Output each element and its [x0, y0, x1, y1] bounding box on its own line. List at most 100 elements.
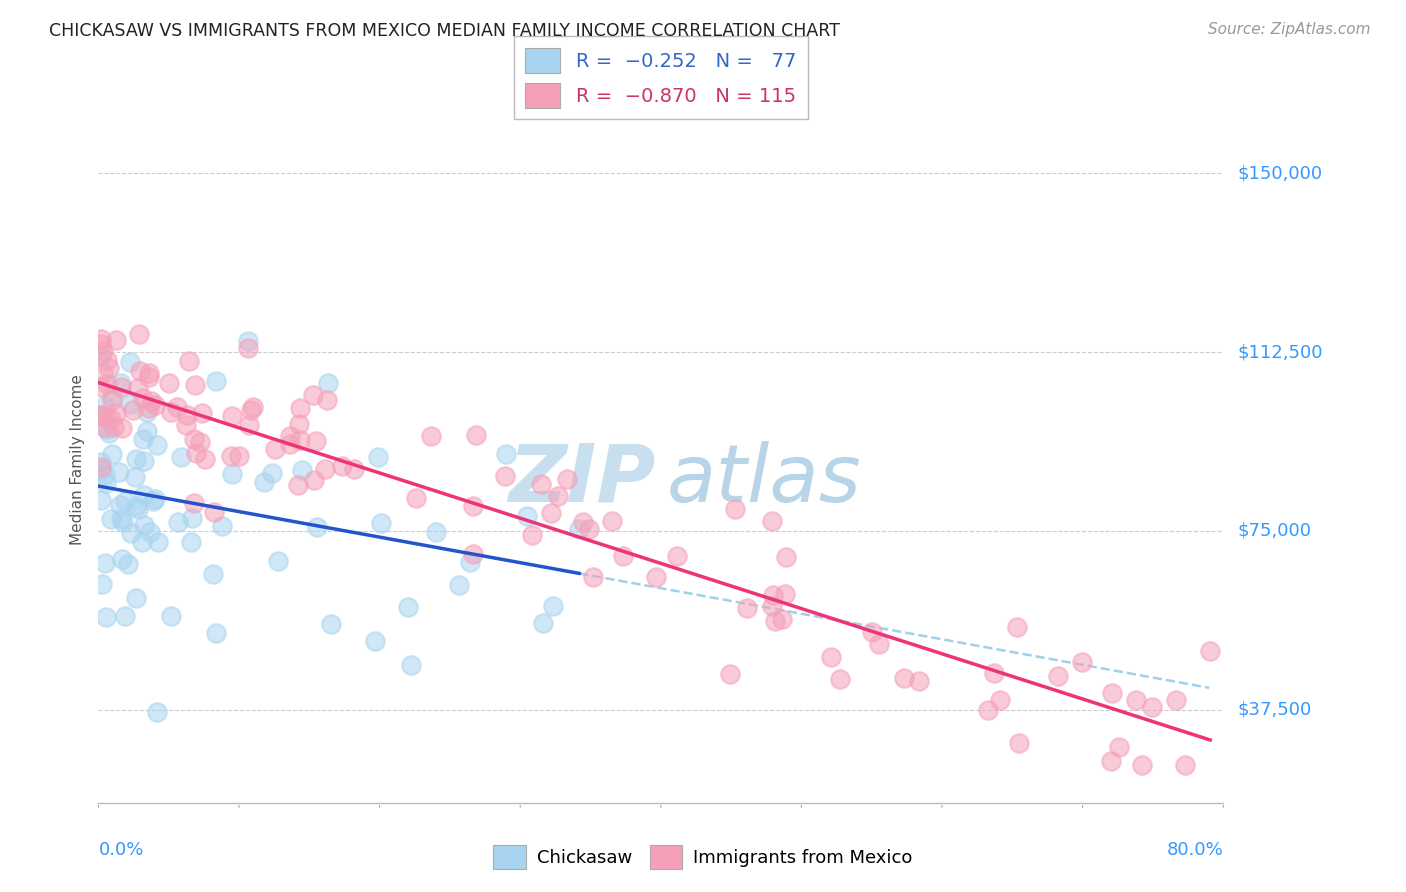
Point [398, 599, 420, 614]
Point [90, 336, 112, 351]
Point [465, 428, 488, 442]
Point [1047, 668, 1070, 682]
Point [90, 408, 112, 422]
Point [718, 667, 741, 681]
Point [267, 554, 290, 568]
Point [94, 556, 117, 570]
Point [1101, 755, 1123, 769]
Point [101, 389, 124, 403]
Point [141, 394, 163, 409]
Point [330, 459, 353, 474]
Point [176, 408, 198, 422]
Point [103, 420, 125, 434]
Point [94, 399, 117, 413]
Point [494, 469, 516, 483]
Point [773, 587, 796, 601]
Point [305, 520, 328, 534]
Point [107, 465, 129, 479]
Point [184, 446, 207, 460]
Point [180, 534, 202, 549]
Point [138, 370, 160, 384]
Point [612, 549, 634, 563]
Point [127, 381, 149, 395]
Point [572, 516, 595, 530]
Point [723, 502, 745, 516]
Point [205, 374, 228, 388]
Point [983, 666, 1005, 681]
Point [240, 403, 263, 417]
Point [91, 576, 114, 591]
Point [101, 447, 124, 461]
Point [111, 421, 134, 435]
Point [125, 591, 148, 605]
Point [98, 361, 121, 376]
Point [238, 341, 260, 355]
Point [180, 511, 202, 525]
Point [516, 509, 538, 524]
Point [202, 505, 225, 519]
Point [111, 515, 134, 529]
Point [136, 405, 159, 419]
Point [134, 454, 156, 468]
Point [184, 377, 207, 392]
Point [990, 693, 1012, 707]
Point [1130, 757, 1153, 772]
Point [91, 463, 114, 477]
Point [211, 519, 233, 533]
Point [91, 366, 114, 380]
Point [100, 411, 122, 425]
Text: Source: ZipAtlas.com: Source: ZipAtlas.com [1208, 22, 1371, 37]
Point [221, 409, 243, 423]
Text: 0.0%: 0.0% [98, 840, 143, 859]
Point [541, 599, 564, 613]
Point [90, 380, 112, 394]
Point [120, 355, 142, 369]
Point [135, 424, 157, 438]
Point [461, 547, 484, 561]
Point [183, 496, 205, 510]
Point [166, 401, 188, 415]
Point [1005, 620, 1028, 634]
Point [665, 549, 688, 563]
Point [166, 516, 188, 530]
Point [110, 380, 132, 394]
Point [188, 434, 211, 449]
Point [1070, 655, 1092, 669]
Point [236, 334, 259, 348]
Point [132, 488, 155, 502]
Point [762, 588, 785, 602]
Point [278, 429, 301, 443]
Point [90, 348, 112, 362]
Point [90, 459, 112, 474]
Point [495, 447, 517, 461]
Point [110, 376, 132, 391]
Point [302, 474, 325, 488]
Point [204, 625, 226, 640]
Point [868, 637, 890, 651]
Point [1101, 686, 1123, 700]
Point [1108, 740, 1130, 755]
Point [100, 511, 122, 525]
Point [264, 442, 287, 456]
Point [93, 420, 115, 434]
Text: ZIP: ZIP [508, 441, 655, 519]
Point [129, 364, 152, 378]
Text: 80.0%: 80.0% [1167, 840, 1223, 859]
Point [291, 463, 314, 477]
Point [533, 615, 555, 630]
Point [94, 467, 117, 482]
Point [120, 397, 142, 411]
Point [1140, 699, 1163, 714]
Point [600, 514, 623, 528]
Point [343, 462, 366, 476]
Point [132, 432, 155, 446]
Point [547, 490, 569, 504]
Point [110, 512, 132, 526]
Text: $37,500: $37,500 [1237, 701, 1312, 719]
Point [278, 437, 301, 451]
Point [127, 501, 149, 516]
Point [370, 516, 392, 530]
Point [105, 333, 128, 347]
Point [124, 499, 146, 513]
Point [90, 408, 112, 422]
